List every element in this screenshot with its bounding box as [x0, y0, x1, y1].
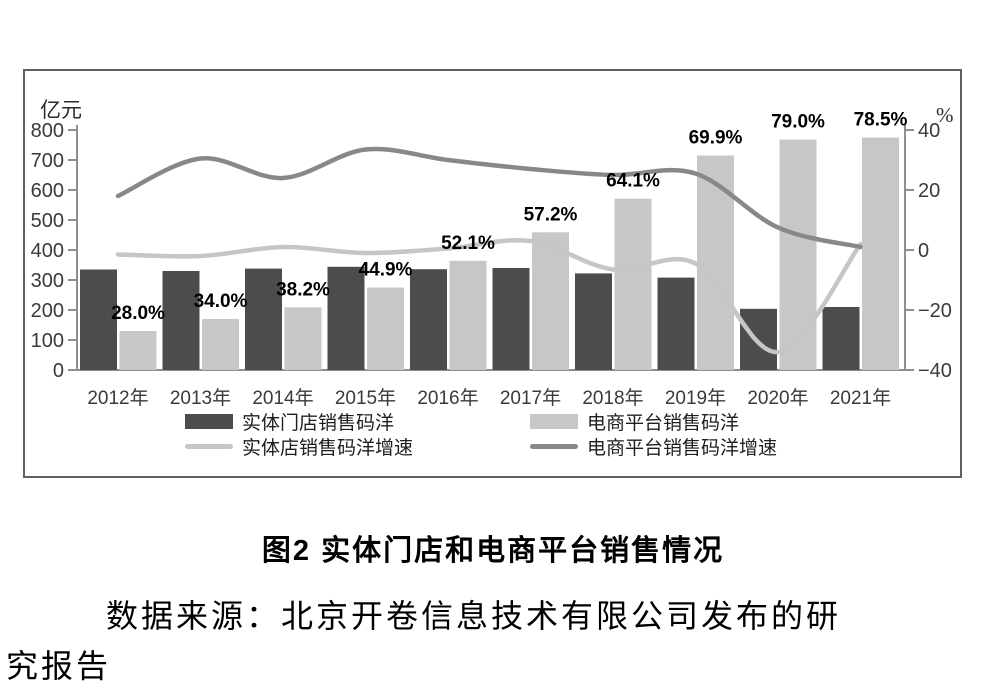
svg-text:亿元: 亿元 — [40, 98, 82, 122]
x-axis-labels: 2012年 2013年 2014年 2015年 2016年 2017年 2018年 2019年… — [87, 387, 891, 409]
svg-text:38.2%: 38.2% — [276, 279, 330, 300]
svg-text:2017年: 2017年 — [500, 387, 561, 409]
svg-text:600: 600 — [31, 180, 64, 202]
svg-text:2012年: 2012年 — [87, 387, 148, 409]
svg-text:2018年: 2018年 — [582, 387, 643, 409]
svg-text:28.0%: 28.0% — [111, 303, 165, 324]
svg-text:2021年: 2021年 — [830, 387, 891, 409]
physical-store-bar-swatch — [185, 414, 233, 429]
svg-text:34.0%: 34.0% — [194, 291, 248, 312]
svg-text:2014年: 2014年 — [252, 387, 313, 409]
share-data-labels: 28.0% 34.0% 38.2% 44.9% 52.1% 57.2% 64.1% 69.9%… — [111, 110, 907, 325]
bars-ecommerce — [119, 137, 899, 370]
svg-text:57.2%: 57.2% — [524, 204, 578, 225]
svg-text:52.1%: 52.1% — [441, 233, 495, 254]
svg-text:79.0%: 79.0% — [771, 112, 825, 133]
svg-text:2019年: 2019年 — [665, 387, 726, 409]
ecommerce-bar-swatch — [530, 414, 578, 429]
line-physical-store-growth — [115, 237, 863, 355]
bars-physical-store — [80, 266, 860, 370]
legend-item-ecommerce-sales: 电商平台销售码洋 — [530, 408, 739, 435]
svg-text:2015年: 2015年 — [335, 387, 396, 409]
svg-text:64.1%: 64.1% — [606, 171, 660, 192]
svg-text:78.5%: 78.5% — [854, 110, 908, 131]
physical-store-growth-line-swatch — [185, 444, 233, 449]
svg-text:20: 20 — [918, 180, 940, 202]
line-ecommerce-growth — [115, 146, 863, 250]
svg-text:−20: −20 — [918, 300, 952, 322]
legend-item-physical-store-growth: 实体店销售码洋增速 — [185, 433, 413, 460]
svg-text:2013年: 2013年 — [170, 387, 231, 409]
legend-label: 实体店销售码洋增速 — [242, 438, 414, 459]
svg-text:2016年: 2016年 — [417, 387, 478, 409]
chart-panel: 0 100 200 300 400 500 600 700 800 40 20 0 −20 −40 亿元% 2… — [23, 69, 962, 478]
legend-label: 电商平台销售码洋 — [587, 413, 740, 434]
svg-text:500: 500 — [31, 210, 64, 232]
svg-text:44.9%: 44.9% — [359, 260, 413, 281]
svg-text:300: 300 — [31, 270, 64, 292]
svg-text:40: 40 — [918, 120, 940, 142]
figure-source: 数据来源：北京开卷信息技术有限公司发布的研究报告 — [6, 597, 842, 685]
legend-item-physical-store-sales: 实体门店销售码洋 — [185, 408, 394, 435]
svg-text:400: 400 — [31, 240, 64, 262]
svg-text:0: 0 — [53, 360, 64, 382]
legend-item-ecommerce-growth: 电商平台销售码洋增速 — [530, 433, 777, 460]
svg-text:2020年: 2020年 — [747, 387, 808, 409]
legend-label: 电商平台销售码洋增速 — [587, 438, 778, 459]
svg-text:100: 100 — [31, 330, 64, 352]
svg-text:−40: −40 — [918, 360, 952, 382]
figure-caption: 图2 实体门店和电商平台销售情况 — [261, 535, 725, 567]
svg-text:200: 200 — [31, 300, 64, 322]
ecommerce-growth-line-swatch — [530, 444, 578, 449]
svg-text:%: % — [936, 103, 954, 127]
svg-text:700: 700 — [31, 150, 64, 172]
svg-text:800: 800 — [31, 120, 64, 142]
svg-text:69.9%: 69.9% — [689, 128, 743, 149]
svg-text:0: 0 — [918, 240, 929, 262]
legend-label: 实体门店销售码洋 — [242, 413, 395, 434]
